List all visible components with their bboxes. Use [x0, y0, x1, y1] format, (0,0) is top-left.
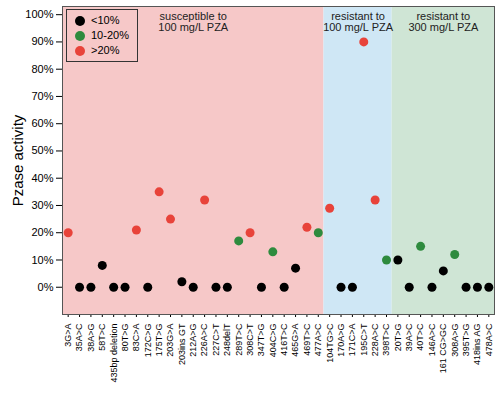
svg-text:203G>A: 203G>A — [165, 324, 175, 357]
svg-text:39A>C: 39A>C — [404, 323, 414, 351]
svg-text:478A>C: 478A>C — [484, 323, 494, 356]
svg-text:30%: 30% — [31, 199, 53, 211]
svg-text:70%: 70% — [31, 90, 53, 102]
svg-text:347T>G: 347T>G — [256, 324, 266, 357]
svg-text:Pzase activity: Pzase activity — [9, 114, 26, 206]
svg-text:80T>G: 80T>G — [120, 324, 130, 352]
svg-text:10%: 10% — [31, 254, 53, 266]
svg-text:58T>C: 58T>C — [97, 323, 107, 351]
svg-text:60%: 60% — [31, 117, 53, 129]
html-text:10-20%: 10-20% — [91, 29, 129, 41]
svg-text:308A>G: 308A>G — [450, 324, 460, 357]
svg-text:100%: 100% — [25, 8, 53, 20]
svg-text:228A>C: 228A>C — [370, 323, 380, 356]
svg-text:171C>A: 171C>A — [347, 324, 357, 357]
svg-text:83C>A: 83C>A — [131, 324, 141, 352]
svg-text:477A>C: 477A>C — [313, 323, 323, 356]
svg-text:404C>G: 404C>G — [268, 324, 278, 358]
svg-text:435bp deletion: 435bp deletion — [109, 324, 119, 383]
svg-text:416T>C: 416T>C — [279, 323, 289, 356]
svg-text:0%: 0% — [38, 281, 54, 293]
svg-text:3G>A: 3G>A — [63, 324, 73, 347]
svg-text:40T>C: 40T>C — [415, 323, 425, 351]
svg-text:susceptible to100 mg/L PZA: susceptible to100 mg/L PZA — [158, 10, 229, 33]
svg-text:resistant to100 mg/L PZA: resistant to100 mg/L PZA — [323, 10, 394, 33]
svg-text:90%: 90% — [31, 35, 53, 47]
html-text:>20%: >20% — [91, 44, 120, 56]
svg-text:104TG>C: 104TG>C — [325, 323, 335, 363]
svg-text:161 CG>GC: 161 CG>GC — [438, 323, 448, 373]
svg-text:146A>C: 146A>C — [427, 323, 437, 356]
svg-text:226A>C: 226A>C — [199, 323, 209, 356]
svg-text:289T>C: 289T>C — [234, 323, 244, 356]
svg-text:38A>G: 38A>G — [86, 324, 96, 352]
svg-text:172C>G: 172C>G — [143, 324, 153, 358]
svg-text:175T>G: 175T>G — [154, 324, 164, 357]
svg-text:212A>G: 212A>G — [188, 324, 198, 357]
svg-text:195C>T: 195C>T — [359, 323, 369, 356]
svg-text:resistant to300 mg/L PZA: resistant to300 mg/L PZA — [408, 10, 479, 33]
svg-text:50%: 50% — [31, 144, 53, 156]
svg-text:20%: 20% — [31, 226, 53, 238]
svg-text:227C>T: 227C>T — [211, 323, 221, 356]
svg-text:308C>T: 308C>T — [245, 323, 255, 356]
svg-text:418ins AG: 418ins AG — [472, 324, 482, 366]
html-text:<10%: <10% — [91, 14, 120, 26]
svg-text:395T>G: 395T>G — [461, 324, 471, 357]
svg-text:469T>C: 469T>C — [302, 323, 312, 356]
svg-text:248delT: 248delT — [222, 323, 232, 356]
svg-text:20T>G: 20T>G — [393, 324, 403, 352]
svg-text:398T>C: 398T>C — [381, 323, 391, 356]
svg-text:35A>C: 35A>C — [74, 323, 84, 351]
svg-text:40%: 40% — [31, 172, 53, 184]
svg-text:170A>G: 170A>G — [336, 324, 346, 357]
svg-text:465G>A: 465G>A — [290, 324, 300, 357]
svg-text:80%: 80% — [31, 63, 53, 75]
svg-text:203ins GT: 203ins GT — [177, 323, 187, 365]
